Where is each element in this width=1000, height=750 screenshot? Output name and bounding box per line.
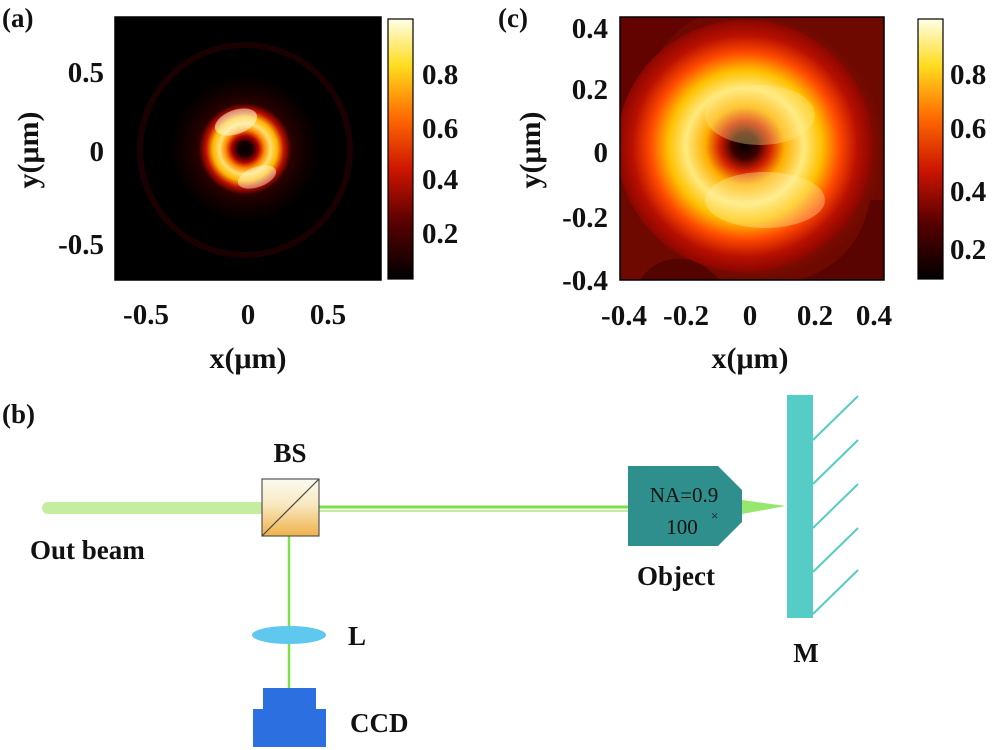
colorbar-a-tick-3: 0.4 bbox=[422, 164, 458, 196]
colorbar-a-tick-1: 0.8 bbox=[422, 59, 458, 91]
y-tick-a-2: 0 bbox=[90, 136, 105, 168]
lens bbox=[252, 626, 326, 644]
mirror bbox=[787, 395, 859, 618]
objective-label: Object bbox=[637, 561, 715, 591]
colorbar-c-tick-2: 0.6 bbox=[950, 113, 986, 145]
y-tick-c-5: -0.4 bbox=[562, 265, 608, 297]
objective-lens bbox=[628, 466, 786, 546]
bs-label: BS bbox=[273, 438, 306, 468]
x-axis-label-c: x(μm) bbox=[712, 342, 789, 375]
objective-magnification: 100 bbox=[666, 515, 698, 539]
out-beam-label: Out beam bbox=[30, 535, 145, 565]
heatmap-a bbox=[115, 17, 381, 280]
y-tick-a-1: 0.5 bbox=[68, 57, 104, 89]
panel-c-label: (c) bbox=[498, 3, 528, 33]
ccd-label: CCD bbox=[350, 708, 409, 738]
colorbar-c bbox=[917, 18, 944, 280]
y-axis-label-a: y(μm) bbox=[12, 112, 45, 189]
panel-c: (c) -0.4 -0.2 0 0.2 0.4 x(μm) 0.4 0.2 0 … bbox=[498, 3, 986, 375]
x-tick-c-4: 0.2 bbox=[797, 300, 833, 332]
x-axis-label-a: x(μm) bbox=[210, 342, 287, 375]
beam-splitter bbox=[261, 478, 320, 537]
colorbar-c-tick-1: 0.8 bbox=[950, 59, 986, 91]
x-tick-c-5: 0.4 bbox=[856, 300, 892, 332]
mirror-label: M bbox=[793, 638, 818, 668]
x-tick-a-2: 0 bbox=[241, 299, 256, 331]
colorbar-a bbox=[387, 18, 414, 280]
panel-b-label: (b) bbox=[2, 399, 35, 429]
y-tick-c-4: -0.2 bbox=[562, 202, 608, 234]
panel-b: (b) BS Out beam L CCD NA=0.9 100 bbox=[2, 395, 859, 747]
colorbar-a-tick-2: 0.6 bbox=[422, 113, 458, 145]
x-tick-c-1: -0.4 bbox=[601, 300, 647, 332]
panel-a-label: (a) bbox=[2, 3, 33, 33]
x-tick-c-2: -0.2 bbox=[663, 300, 709, 332]
x-tick-a-1: -0.5 bbox=[123, 299, 169, 331]
x-tick-c-3: 0 bbox=[743, 300, 758, 332]
panel-a: (a) -0.5 0 0.5 x(μm) 0.5 0 -0.5 y(μm) 0.… bbox=[2, 3, 458, 375]
plot-frame-c bbox=[619, 16, 885, 281]
ccd-camera bbox=[253, 688, 326, 747]
colorbar-a-tick-4: 0.2 bbox=[422, 218, 458, 250]
y-tick-c-2: 0.2 bbox=[572, 74, 608, 106]
heatmap-c bbox=[620, 17, 884, 280]
y-tick-a-3: -0.5 bbox=[58, 229, 104, 261]
y-axis-label-c: y(μm) bbox=[514, 112, 547, 189]
lens-label: L bbox=[348, 621, 366, 651]
colorbar-c-tick-4: 0.2 bbox=[950, 234, 986, 266]
objective-magnification-sup: × bbox=[711, 508, 718, 523]
colorbar-c-tick-3: 0.4 bbox=[950, 176, 986, 208]
y-tick-c-3: 0 bbox=[594, 137, 609, 169]
plot-frame-a bbox=[114, 16, 382, 281]
x-tick-a-3: 0.5 bbox=[310, 299, 346, 331]
objective-na: NA=0.9 bbox=[650, 483, 718, 507]
y-tick-c-1: 0.4 bbox=[572, 13, 608, 45]
